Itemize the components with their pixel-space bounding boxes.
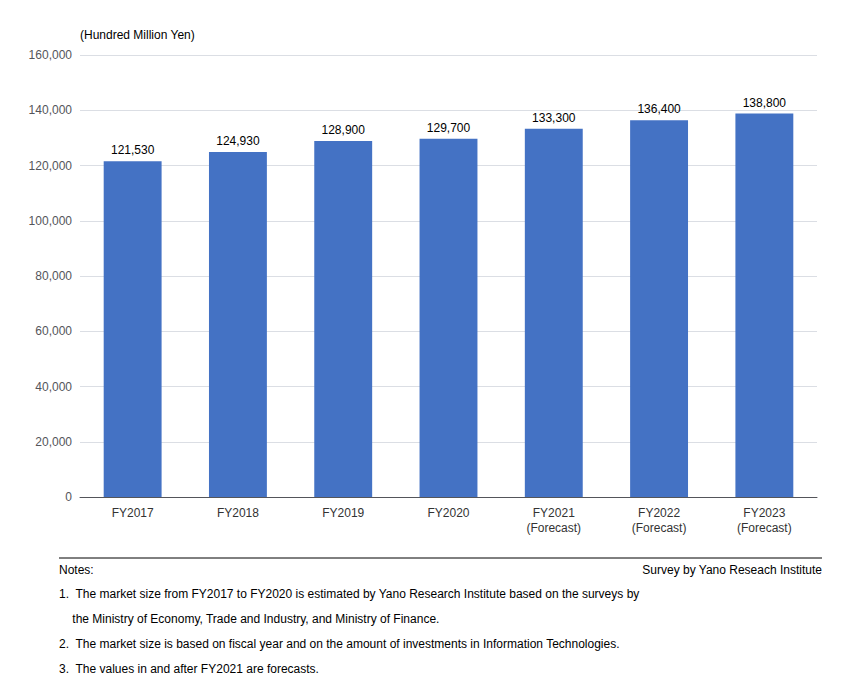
svg-text:1. The market size from FY201: 1. The market size from FY2017 to FY2020… [59, 587, 639, 601]
svg-text:20,000: 20,000 [35, 435, 72, 449]
svg-text:40,000: 40,000 [35, 380, 72, 394]
svg-text:140,000: 140,000 [29, 103, 73, 117]
svg-text:(Forecast): (Forecast) [737, 521, 792, 535]
svg-text:3. The values in and after FY: 3. The values in and after FY2021 are fo… [59, 662, 319, 676]
svg-text:0: 0 [65, 490, 72, 504]
svg-text:160,000: 160,000 [29, 48, 73, 62]
svg-text:(Forecast): (Forecast) [632, 521, 687, 535]
svg-text:124,930: 124,930 [216, 134, 260, 148]
svg-text:138,800: 138,800 [743, 96, 787, 110]
svg-text:100,000: 100,000 [29, 214, 73, 228]
svg-text:120,000: 120,000 [29, 159, 73, 173]
svg-text:(Forecast): (Forecast) [526, 521, 581, 535]
svg-text:Notes:: Notes: [59, 563, 94, 577]
svg-text:FY2018: FY2018 [217, 506, 259, 520]
svg-text:129,700: 129,700 [427, 121, 471, 135]
svg-text:(Hundred Million Yen): (Hundred Million Yen) [80, 28, 195, 42]
svg-text:Survey by Yano Reseach Institu: Survey by Yano Reseach Institute [642, 563, 822, 577]
svg-text:2. The market size is based o: 2. The market size is based on fiscal ye… [59, 637, 620, 651]
svg-text:the Ministry of Economy, Trade: the Ministry of Economy, Trade and Indus… [59, 612, 439, 626]
svg-text:121,530: 121,530 [111, 143, 155, 157]
svg-text:80,000: 80,000 [35, 269, 72, 283]
svg-text:133,300: 133,300 [532, 111, 576, 125]
svg-text:FY2020: FY2020 [427, 506, 469, 520]
svg-text:FY2023: FY2023 [743, 506, 785, 520]
svg-text:FY2021: FY2021 [533, 506, 575, 520]
svg-text:60,000: 60,000 [35, 324, 72, 338]
svg-text:FY2017: FY2017 [112, 506, 154, 520]
svg-text:128,900: 128,900 [322, 123, 366, 137]
svg-text:136,400: 136,400 [637, 102, 681, 116]
svg-text:FY2022: FY2022 [638, 506, 680, 520]
svg-text:FY2019: FY2019 [322, 506, 364, 520]
